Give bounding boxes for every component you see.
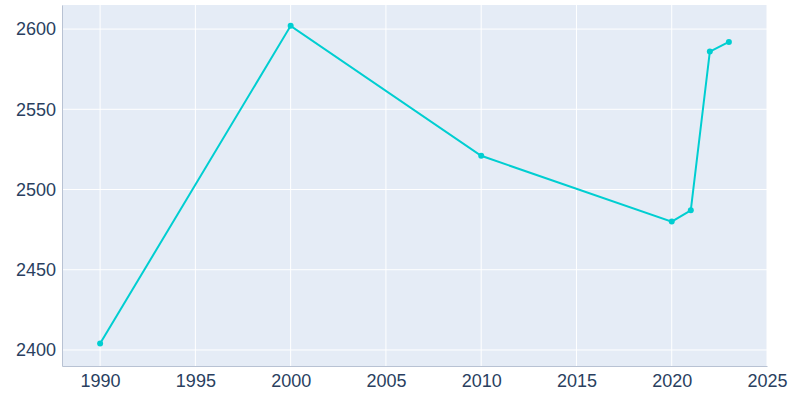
grid-line-y xyxy=(62,29,767,30)
y-axis-line xyxy=(62,6,63,367)
tick-label: 2000 xyxy=(271,371,311,391)
chart: 1990 1995 2000 2005 2010 2015 2020 2025 2400 2450… xyxy=(0,0,800,400)
tick-label: 2015 xyxy=(557,371,597,391)
tick: 2015 xyxy=(557,366,597,391)
x-axis: 1990 1995 2000 2005 2010 2015 2020 2025 xyxy=(63,366,788,391)
grid-line-x xyxy=(481,5,482,366)
marker xyxy=(707,49,713,55)
tick-label: 2600 xyxy=(16,19,56,39)
line xyxy=(100,26,729,344)
grid-line-x xyxy=(385,5,386,366)
marker xyxy=(726,39,732,45)
grid-line-y xyxy=(62,269,767,270)
plot-background xyxy=(62,5,767,366)
tick-label: 1990 xyxy=(81,371,121,391)
tick-label: 2005 xyxy=(366,371,406,391)
marker xyxy=(97,341,103,347)
tick-label: 1995 xyxy=(176,371,216,391)
marker xyxy=(288,23,294,29)
series xyxy=(97,23,732,347)
marker xyxy=(478,153,484,159)
y-axis: 2400 2450 2500 2550 2600 xyxy=(16,6,63,367)
marker xyxy=(688,207,694,213)
tick: 2020 xyxy=(652,366,692,391)
tick: 2600 xyxy=(16,19,62,39)
tick-label: 2450 xyxy=(16,260,56,280)
tick: 1995 xyxy=(176,366,216,391)
tick: 2500 xyxy=(16,180,62,200)
tick-label: 2500 xyxy=(16,180,56,200)
tick: 2005 xyxy=(366,366,406,391)
grid-line-x xyxy=(671,5,672,366)
tick-label: 2400 xyxy=(16,340,56,360)
grid-line-x xyxy=(290,5,291,366)
tick: 2000 xyxy=(271,366,311,391)
grid-line-x xyxy=(100,5,101,366)
tick-label: 2010 xyxy=(462,371,502,391)
tick: 2025 xyxy=(747,366,787,391)
x-axis-line xyxy=(63,366,768,367)
tick: 2010 xyxy=(462,366,502,391)
tick-label: 2020 xyxy=(652,371,692,391)
marker xyxy=(669,219,675,225)
tick-label: 2550 xyxy=(16,100,56,120)
tick: 2400 xyxy=(16,340,62,360)
tick: 2450 xyxy=(16,260,62,280)
grid-line-y xyxy=(62,189,767,190)
grid-line-x xyxy=(767,5,768,366)
tick-label: 2025 xyxy=(747,371,787,391)
tick: 2550 xyxy=(16,100,62,120)
grid-line-y xyxy=(62,349,767,350)
grid xyxy=(62,5,767,366)
plot: 1990 1995 2000 2005 2010 2015 2020 2025 2400 2450… xyxy=(16,5,788,391)
grid-line-x xyxy=(576,5,577,366)
tick: 1990 xyxy=(81,366,121,391)
